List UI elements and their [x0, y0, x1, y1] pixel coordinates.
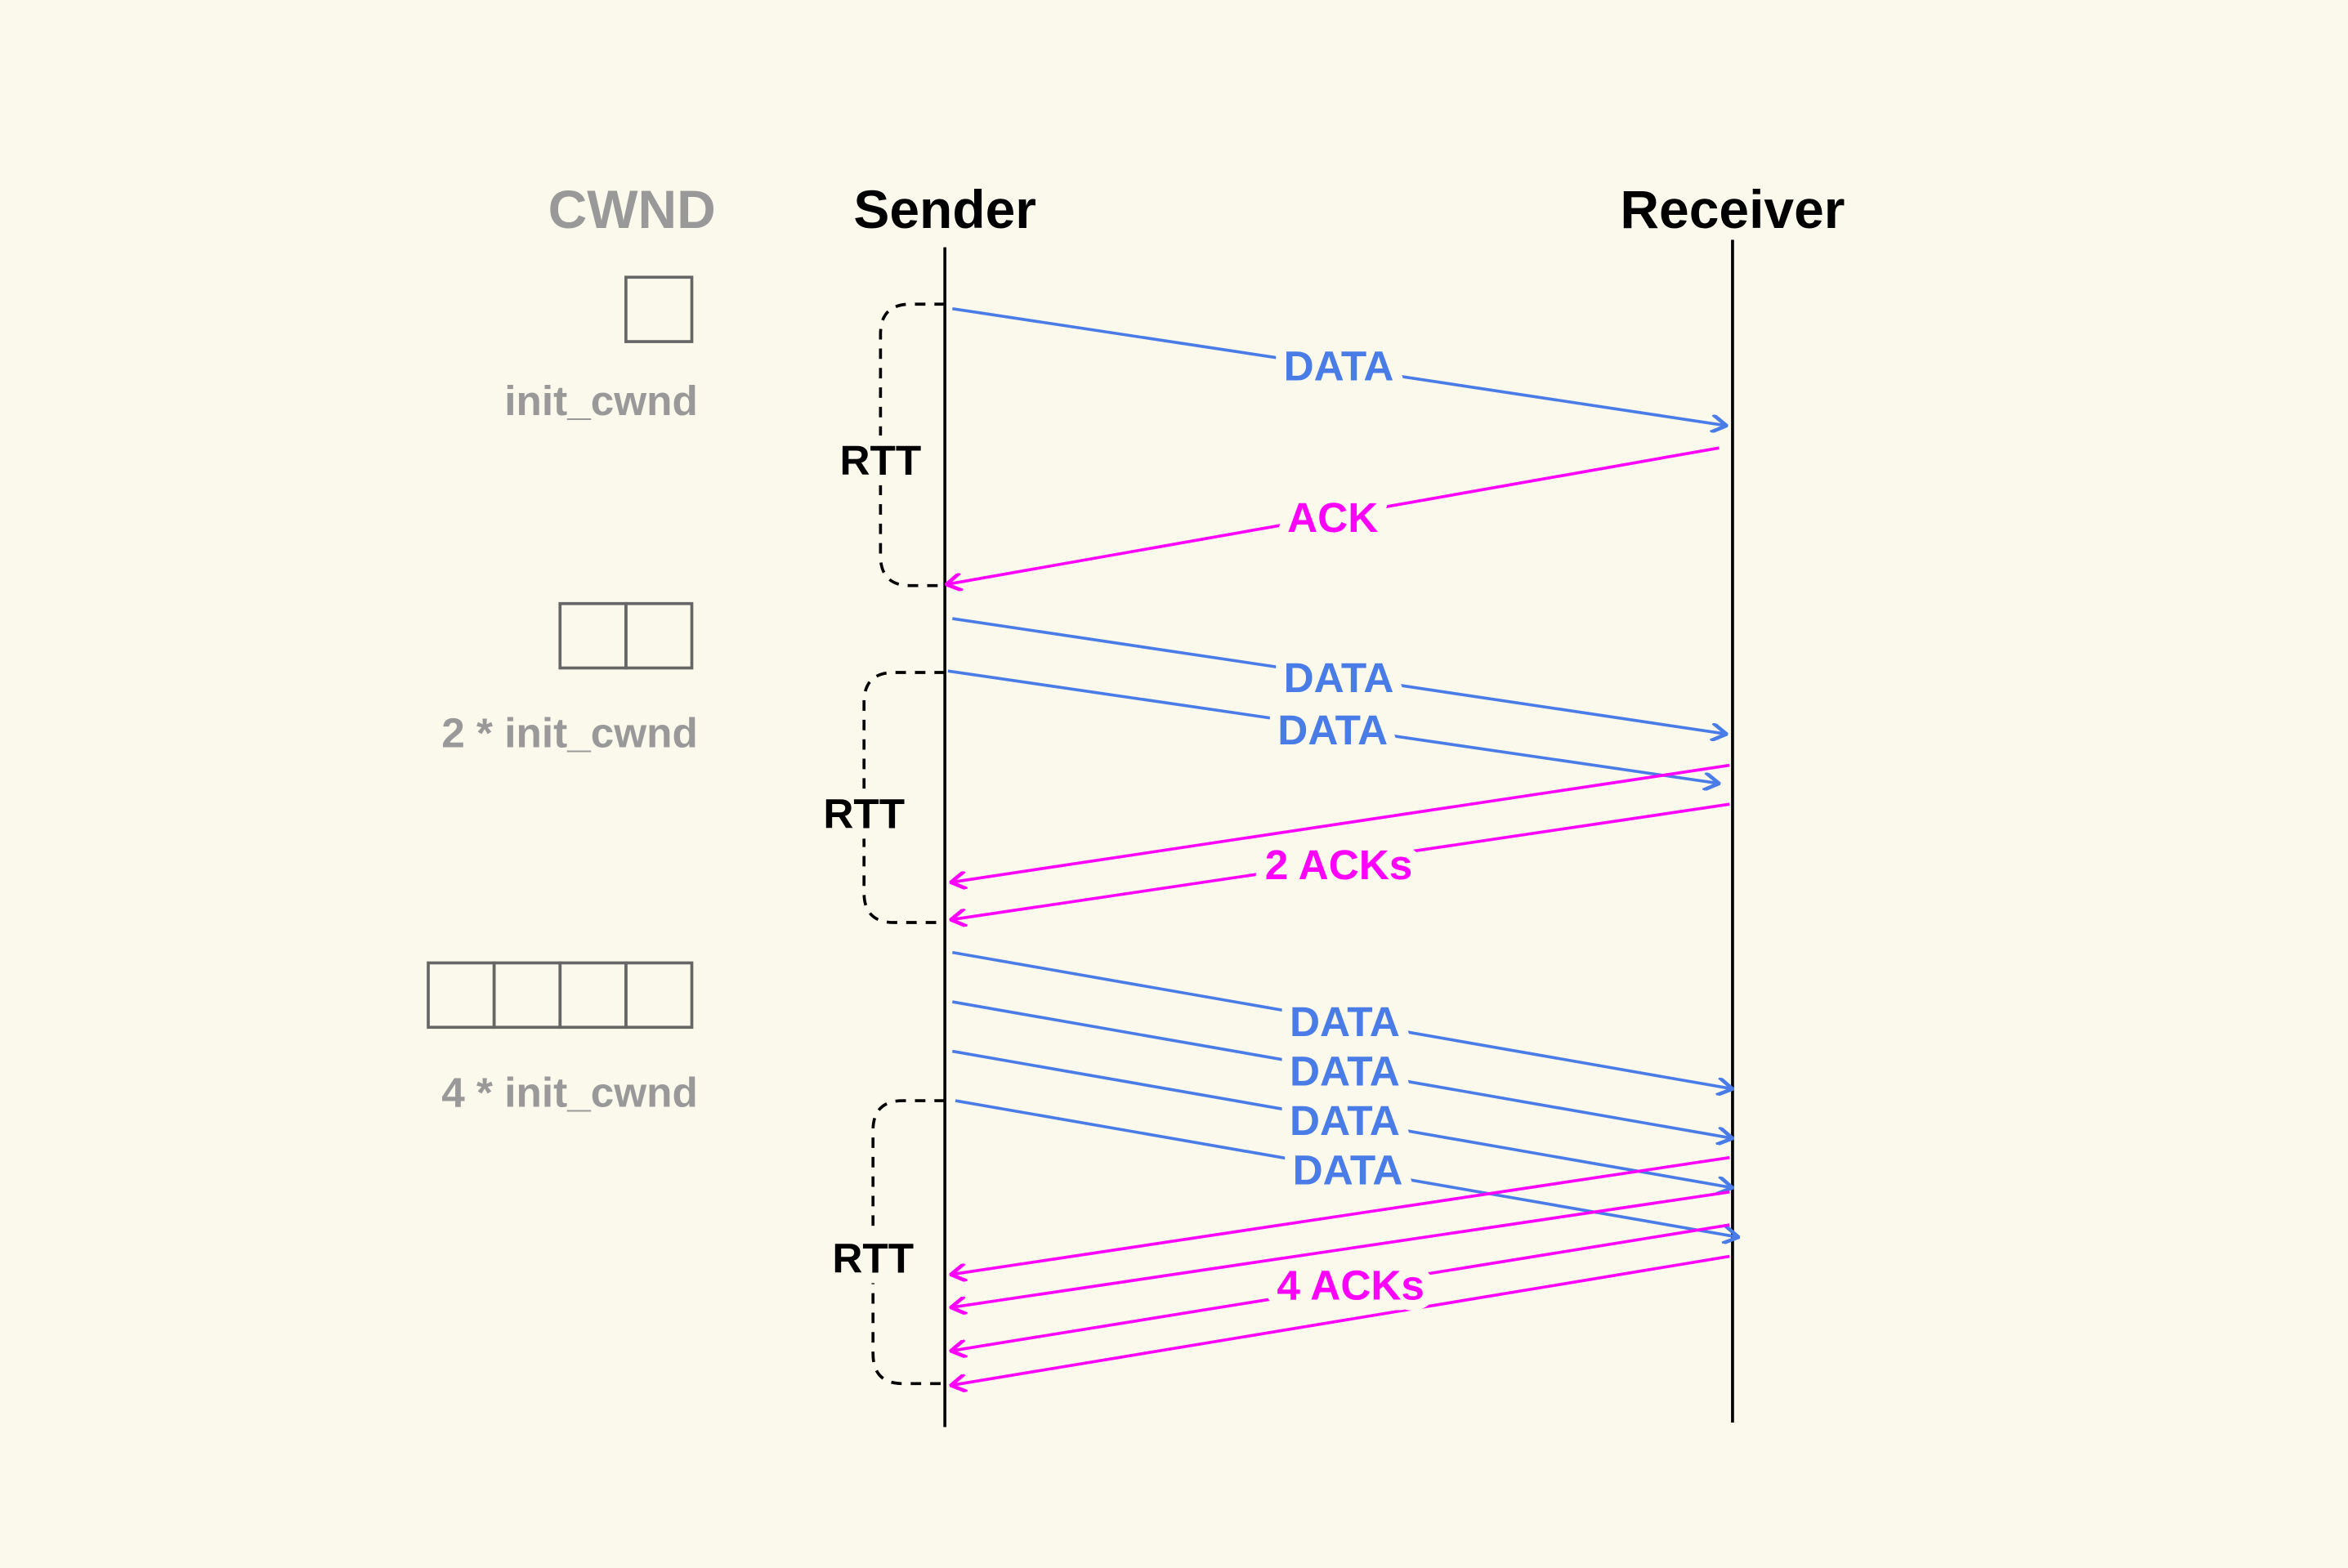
cwnd-segment-box: [624, 275, 694, 343]
cwnd-label: 4 * init_cwnd: [441, 1069, 698, 1115]
data-label: DATA: [1277, 707, 1388, 753]
ack-arrow: [952, 1155, 1730, 1275]
data-arrow: [952, 1000, 1731, 1138]
data-arrow: [955, 1099, 1737, 1237]
cwnd-column: init_cwnd 2 * init_cwnd 4 * init_cwnd: [427, 275, 698, 1115]
cwnd-header: CWND: [548, 179, 716, 239]
rtt-bracket: [871, 1099, 946, 1386]
data-arrow: [952, 1049, 1731, 1188]
ack-arrow: [948, 446, 1720, 584]
data-arrow: [952, 617, 1724, 734]
message-arrows: [947, 306, 1738, 1386]
data-label: DATA: [1290, 998, 1400, 1045]
cwnd-segment-box: [427, 961, 496, 1030]
ack-arrow: [952, 1190, 1730, 1307]
cwnd-segment-box: [558, 601, 628, 670]
acks-label: 4 ACKs: [1277, 1262, 1424, 1309]
ack-arrow: [952, 1223, 1730, 1351]
data-arrow: [952, 306, 1724, 426]
data-arrow: [952, 950, 1731, 1089]
ack-arrow: [952, 763, 1730, 882]
rtt-label: RTT: [840, 437, 922, 484]
data-label: DATA: [1290, 1097, 1400, 1144]
ack-label: ACK: [1287, 494, 1378, 541]
rtt-bracket: [862, 671, 946, 924]
rtt-brackets: RTT RTT RTT: [813, 302, 946, 1386]
ack-arrow: [952, 1254, 1730, 1386]
rtt-label: RTT: [832, 1235, 914, 1282]
message-labels: DATA ACK DATA DATA 2 ACKs DATA DATA DATA…: [1255, 333, 1435, 1320]
ack-arrow: [952, 802, 1730, 919]
sender-header: Sender: [853, 179, 1036, 239]
data-label: DATA: [1284, 343, 1394, 390]
acks-label: 2 ACKs: [1265, 842, 1413, 888]
rtt-bracket: [879, 302, 946, 587]
cwnd-label: 2 * init_cwnd: [441, 710, 698, 757]
cwnd-label: init_cwnd: [504, 377, 698, 424]
receiver-header: Receiver: [1620, 179, 1845, 239]
data-label: DATA: [1290, 1048, 1400, 1095]
data-arrow: [947, 669, 1718, 783]
rtt-label: RTT: [823, 791, 905, 838]
data-label: DATA: [1293, 1147, 1403, 1194]
data-label: DATA: [1284, 654, 1394, 701]
